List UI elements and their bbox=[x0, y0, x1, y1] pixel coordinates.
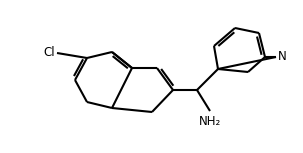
Text: NH₂: NH₂ bbox=[199, 115, 221, 128]
Text: N: N bbox=[278, 50, 287, 63]
Text: Cl: Cl bbox=[43, 47, 55, 60]
